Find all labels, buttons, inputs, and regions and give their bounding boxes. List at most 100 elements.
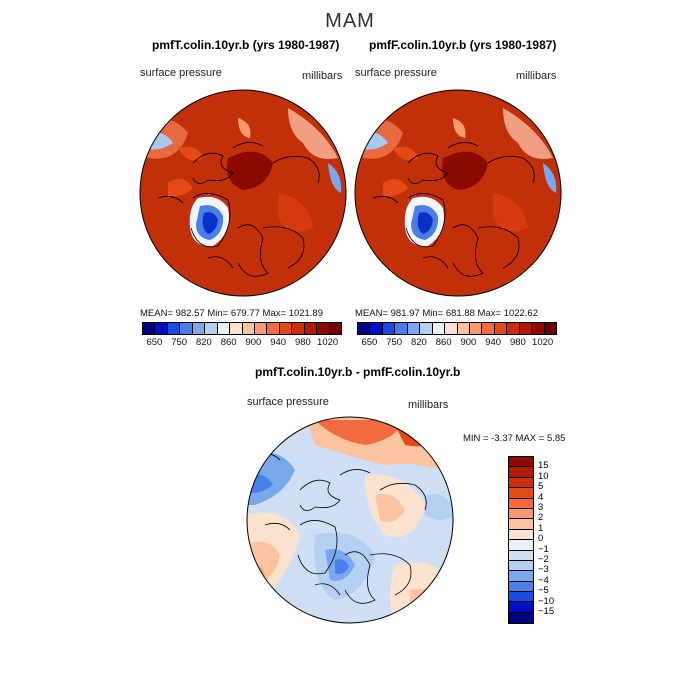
diff-colorbar-label-4: 3 <box>538 502 544 513</box>
left-colorbar-swatch-15 <box>329 323 341 334</box>
diff-colorbar-label-8: −1 <box>538 543 549 555</box>
figure-title: MAM <box>325 10 375 32</box>
left-colorbar-swatch-11 <box>279 323 293 334</box>
left-colorbar-swatch-2 <box>167 323 181 334</box>
diff-panel-units-label: millibars <box>408 399 449 411</box>
right-panel-units-label: millibars <box>516 70 557 82</box>
diff-colorbar-swatch-4 <box>509 498 533 509</box>
diff-colorbar-swatch-14 <box>509 602 533 613</box>
diff-colorbar-swatch-1 <box>509 467 533 478</box>
right-panel-title: pmfF.colin.10yr.b (yrs 1980-1987) <box>369 38 557 52</box>
right-colorbar-label-2: 820 <box>410 337 427 348</box>
right-colorbar-swatch-8 <box>457 323 470 334</box>
right-colorbar-swatch-3 <box>395 323 408 334</box>
right-colorbar-label-4: 900 <box>460 337 477 348</box>
right-colorbar-swatch-11 <box>494 323 508 334</box>
left-colorbar-label-5: 940 <box>270 337 287 348</box>
left-colorbar-swatch-4 <box>192 323 206 334</box>
diff-colorbar-swatch-11 <box>509 571 533 582</box>
left-colorbar-label-2: 820 <box>195 337 212 348</box>
right-colorbar-labels: 650 750 820 860 900 940 980 1020 <box>357 337 555 349</box>
right-colorbar-swatch-12 <box>507 323 520 334</box>
right-colorbar-label-0: 650 <box>361 337 378 348</box>
left-colorbar-swatch-5 <box>205 323 218 334</box>
diff-colorbar-label-9: −2 <box>538 554 549 565</box>
diff-colorbar-label-2: 5 <box>538 481 544 493</box>
left-colorbar-label-3: 860 <box>220 337 237 348</box>
left-panel-variable-label: surface pressure <box>140 67 222 79</box>
right-colorbar-swatch-5 <box>420 323 433 334</box>
left-colorbar-swatch-1 <box>155 323 168 334</box>
diff-colorbar-swatch-7 <box>509 529 533 541</box>
left-colorbar-swatch-0 <box>143 323 156 334</box>
left-colorbar-label-1: 750 <box>171 337 188 348</box>
right-colorbar-swatch-15 <box>544 323 556 334</box>
right-colorbar-swatch-10 <box>482 323 495 334</box>
diff-colorbar-swatch-9 <box>509 550 533 561</box>
diff-colorbar-label-10: −3 <box>538 564 549 576</box>
right-colorbar-label-3: 860 <box>435 337 452 348</box>
right-colorbar-label-5: 940 <box>485 337 502 348</box>
diff-polar-map <box>246 416 454 624</box>
left-panel-title: pmfT.colin.10yr.b (yrs 1980-1987) <box>152 38 340 52</box>
diff-colorbar-swatch-13 <box>509 592 533 603</box>
left-colorbar-swatch-3 <box>180 323 193 334</box>
diff-panel-stats: MIN = -3.37 MAX = 5.85 <box>463 433 566 444</box>
diff-colorbar-swatch-2 <box>509 477 533 489</box>
diff-colorbar-label-5: 2 <box>538 512 544 524</box>
left-colorbar-swatch-6 <box>217 323 231 334</box>
right-colorbar-swatch-13 <box>519 323 533 334</box>
diff-colorbar <box>508 456 534 625</box>
diff-colorbar-label-12: −5 <box>538 585 549 597</box>
diff-colorbar-label-11: −4 <box>538 574 549 586</box>
right-colorbar-label-7: 1020 <box>532 337 554 348</box>
right-colorbar-swatch-6 <box>432 323 446 334</box>
left-colorbar-swatch-8 <box>242 323 255 334</box>
left-colorbar-swatch-9 <box>254 323 268 334</box>
left-panel-stats: MEAN= 982.57 Min= 679.77 Max= 1021.89 <box>140 308 323 319</box>
left-colorbar-swatch-10 <box>267 323 280 334</box>
diff-colorbar-labels: 15 10 5 4 3 2 1 0 −1 −2 −3 −4 −5 −10 −15 <box>538 456 568 626</box>
left-colorbar-swatch-13 <box>304 323 318 334</box>
left-colorbar-label-4: 900 <box>245 337 262 348</box>
left-colorbar <box>142 322 342 335</box>
left-colorbar-labels: 650 750 820 860 900 940 980 1020 <box>142 337 340 349</box>
right-colorbar-label-1: 750 <box>386 337 403 348</box>
diff-colorbar-label-14: −15 <box>538 606 555 617</box>
left-colorbar-swatch-12 <box>292 323 305 334</box>
diff-colorbar-swatch-6 <box>509 519 533 530</box>
right-colorbar <box>357 322 557 335</box>
diff-colorbar-swatch-0 <box>509 457 533 468</box>
right-colorbar-swatch-2 <box>382 323 396 334</box>
left-colorbar-swatch-7 <box>230 323 243 334</box>
right-colorbar-swatch-14 <box>532 323 545 334</box>
diff-panel-title: pmfT.colin.10yr.b - pmfF.colin.10yr.b <box>255 365 461 379</box>
diff-colorbar-swatch-3 <box>509 488 533 499</box>
left-polar-map <box>139 89 347 297</box>
diff-colorbar-label-3: 4 <box>538 491 544 503</box>
diff-colorbar-swatch-5 <box>509 508 533 520</box>
left-colorbar-swatch-14 <box>317 323 330 334</box>
diff-colorbar-label-7: 0 <box>538 533 544 545</box>
diff-panel-variable-label: surface pressure <box>247 396 329 408</box>
left-colorbar-label-0: 650 <box>146 337 163 348</box>
left-colorbar-label-6: 980 <box>294 337 311 348</box>
right-colorbar-swatch-7 <box>445 323 458 334</box>
right-panel-variable-label: surface pressure <box>355 67 437 79</box>
right-colorbar-swatch-0 <box>358 323 371 334</box>
diff-colorbar-label-1: 10 <box>538 470 549 482</box>
right-polar-map <box>354 89 562 297</box>
left-colorbar-label-7: 1020 <box>317 337 339 348</box>
right-colorbar-swatch-4 <box>407 323 421 334</box>
diff-colorbar-label-0: 15 <box>538 460 549 472</box>
diff-colorbar-label-6: 1 <box>538 522 544 534</box>
diff-colorbar-swatch-10 <box>509 560 533 572</box>
right-colorbar-label-6: 980 <box>509 337 526 348</box>
diff-colorbar-swatch-15 <box>509 612 533 624</box>
right-colorbar-swatch-1 <box>370 323 383 334</box>
diff-colorbar-label-13: −10 <box>538 595 555 607</box>
right-colorbar-swatch-9 <box>469 323 483 334</box>
diff-colorbar-swatch-8 <box>509 540 533 551</box>
left-panel-units-label: millibars <box>302 70 343 82</box>
right-panel-stats: MEAN= 981.97 Min= 681.88 Max= 1022.62 <box>355 308 538 319</box>
